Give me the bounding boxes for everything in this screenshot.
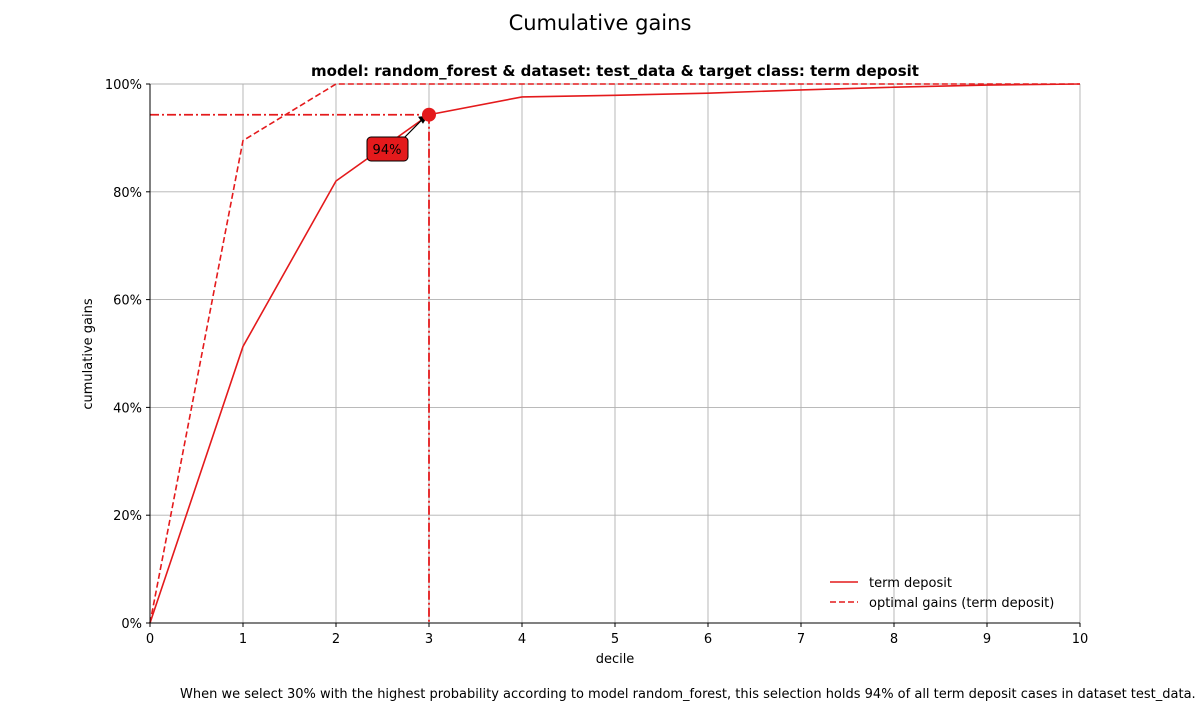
highlight-marker xyxy=(422,108,436,122)
y-tick-label: 80% xyxy=(113,186,142,201)
chart-title: model: random_forest & dataset: test_dat… xyxy=(311,62,919,80)
y-tick-label: 40% xyxy=(113,401,142,416)
x-tick-label: 5 xyxy=(611,632,619,647)
legend-label: optimal gains (term deposit) xyxy=(869,596,1054,611)
x-tick-label: 2 xyxy=(332,632,340,647)
x-tick-label: 6 xyxy=(704,632,712,647)
x-axis-label: decile xyxy=(596,652,635,667)
y-tick-label: 100% xyxy=(105,78,142,93)
y-tick-label: 60% xyxy=(113,294,142,309)
axes xyxy=(146,84,1080,627)
y-tick-label: 0% xyxy=(121,617,142,632)
x-tick-label: 1 xyxy=(239,632,247,647)
grid xyxy=(150,84,1080,623)
x-tick-label: 7 xyxy=(797,632,805,647)
x-tick-label: 4 xyxy=(518,632,526,647)
x-tick-label: 9 xyxy=(983,632,991,647)
legend-label: term deposit xyxy=(869,576,952,591)
x-tick-label: 8 xyxy=(890,632,898,647)
legend: term deposit optimal gains (term deposit) xyxy=(830,576,1054,611)
annotation-label: 94% xyxy=(373,143,402,158)
y-tick-label: 20% xyxy=(113,509,142,524)
y-axis-label: cumulative gains xyxy=(81,298,96,409)
x-tick-label: 10 xyxy=(1072,632,1089,647)
x-tick-label: 3 xyxy=(425,632,433,647)
x-tick-label: 0 xyxy=(146,632,154,647)
highlight-guides xyxy=(150,115,429,623)
